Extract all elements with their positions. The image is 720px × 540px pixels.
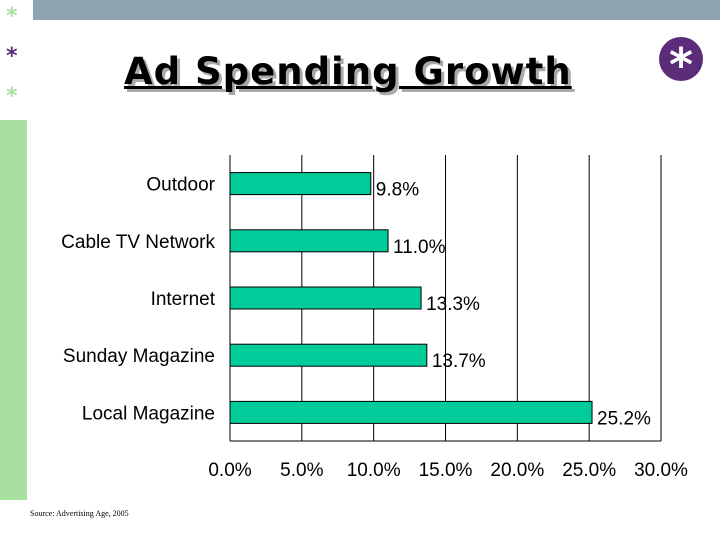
category-label: Sunday Magazine [63,346,215,367]
category-label: Cable TV Network [61,232,215,253]
star-bullet-icon: * [6,4,18,29]
data-label: 25.2% [597,408,651,429]
top-accent-bar [33,0,720,20]
category-label: Outdoor [146,175,215,196]
bar [229,400,593,424]
bar [229,229,389,253]
bar [229,286,422,310]
source-note: Source: Advertising Age, 2005 [30,509,129,518]
bar [229,343,428,367]
data-label: 11.0% [393,237,446,258]
x-tick-label: 20.0% [490,460,544,481]
star-bullet-icon: * [6,44,18,69]
x-tick-label: 10.0% [347,460,401,481]
data-label: 9.8% [376,180,419,201]
x-tick-label: 30.0% [634,460,688,481]
bar [229,172,372,196]
data-label: 13.3% [426,294,480,315]
x-tick-label: 25.0% [562,460,616,481]
x-tick-label: 5.0% [280,460,323,481]
x-tick-label: 15.0% [419,460,473,481]
side-accent-bar [0,120,27,500]
slide-title: Ad Spending Growth [124,50,572,93]
category-label: Internet [151,289,216,310]
data-label: 13.7% [432,351,486,372]
x-tick-label: 0.0% [208,460,251,481]
category-label: Local Magazine [82,403,215,424]
star-bullet-icon: * [6,84,18,109]
